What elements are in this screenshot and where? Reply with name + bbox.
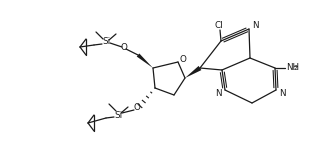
Text: Si: Si	[114, 110, 122, 120]
Text: O: O	[134, 104, 141, 112]
Text: N: N	[216, 88, 222, 98]
Polygon shape	[185, 66, 201, 78]
Text: 2: 2	[294, 65, 298, 71]
Text: N: N	[279, 88, 286, 98]
Polygon shape	[137, 53, 153, 68]
Text: Si: Si	[102, 37, 110, 46]
Text: N: N	[252, 22, 259, 30]
Text: O: O	[180, 54, 186, 64]
Text: NH: NH	[286, 63, 299, 71]
Text: O: O	[121, 44, 128, 52]
Text: Cl: Cl	[215, 22, 223, 30]
